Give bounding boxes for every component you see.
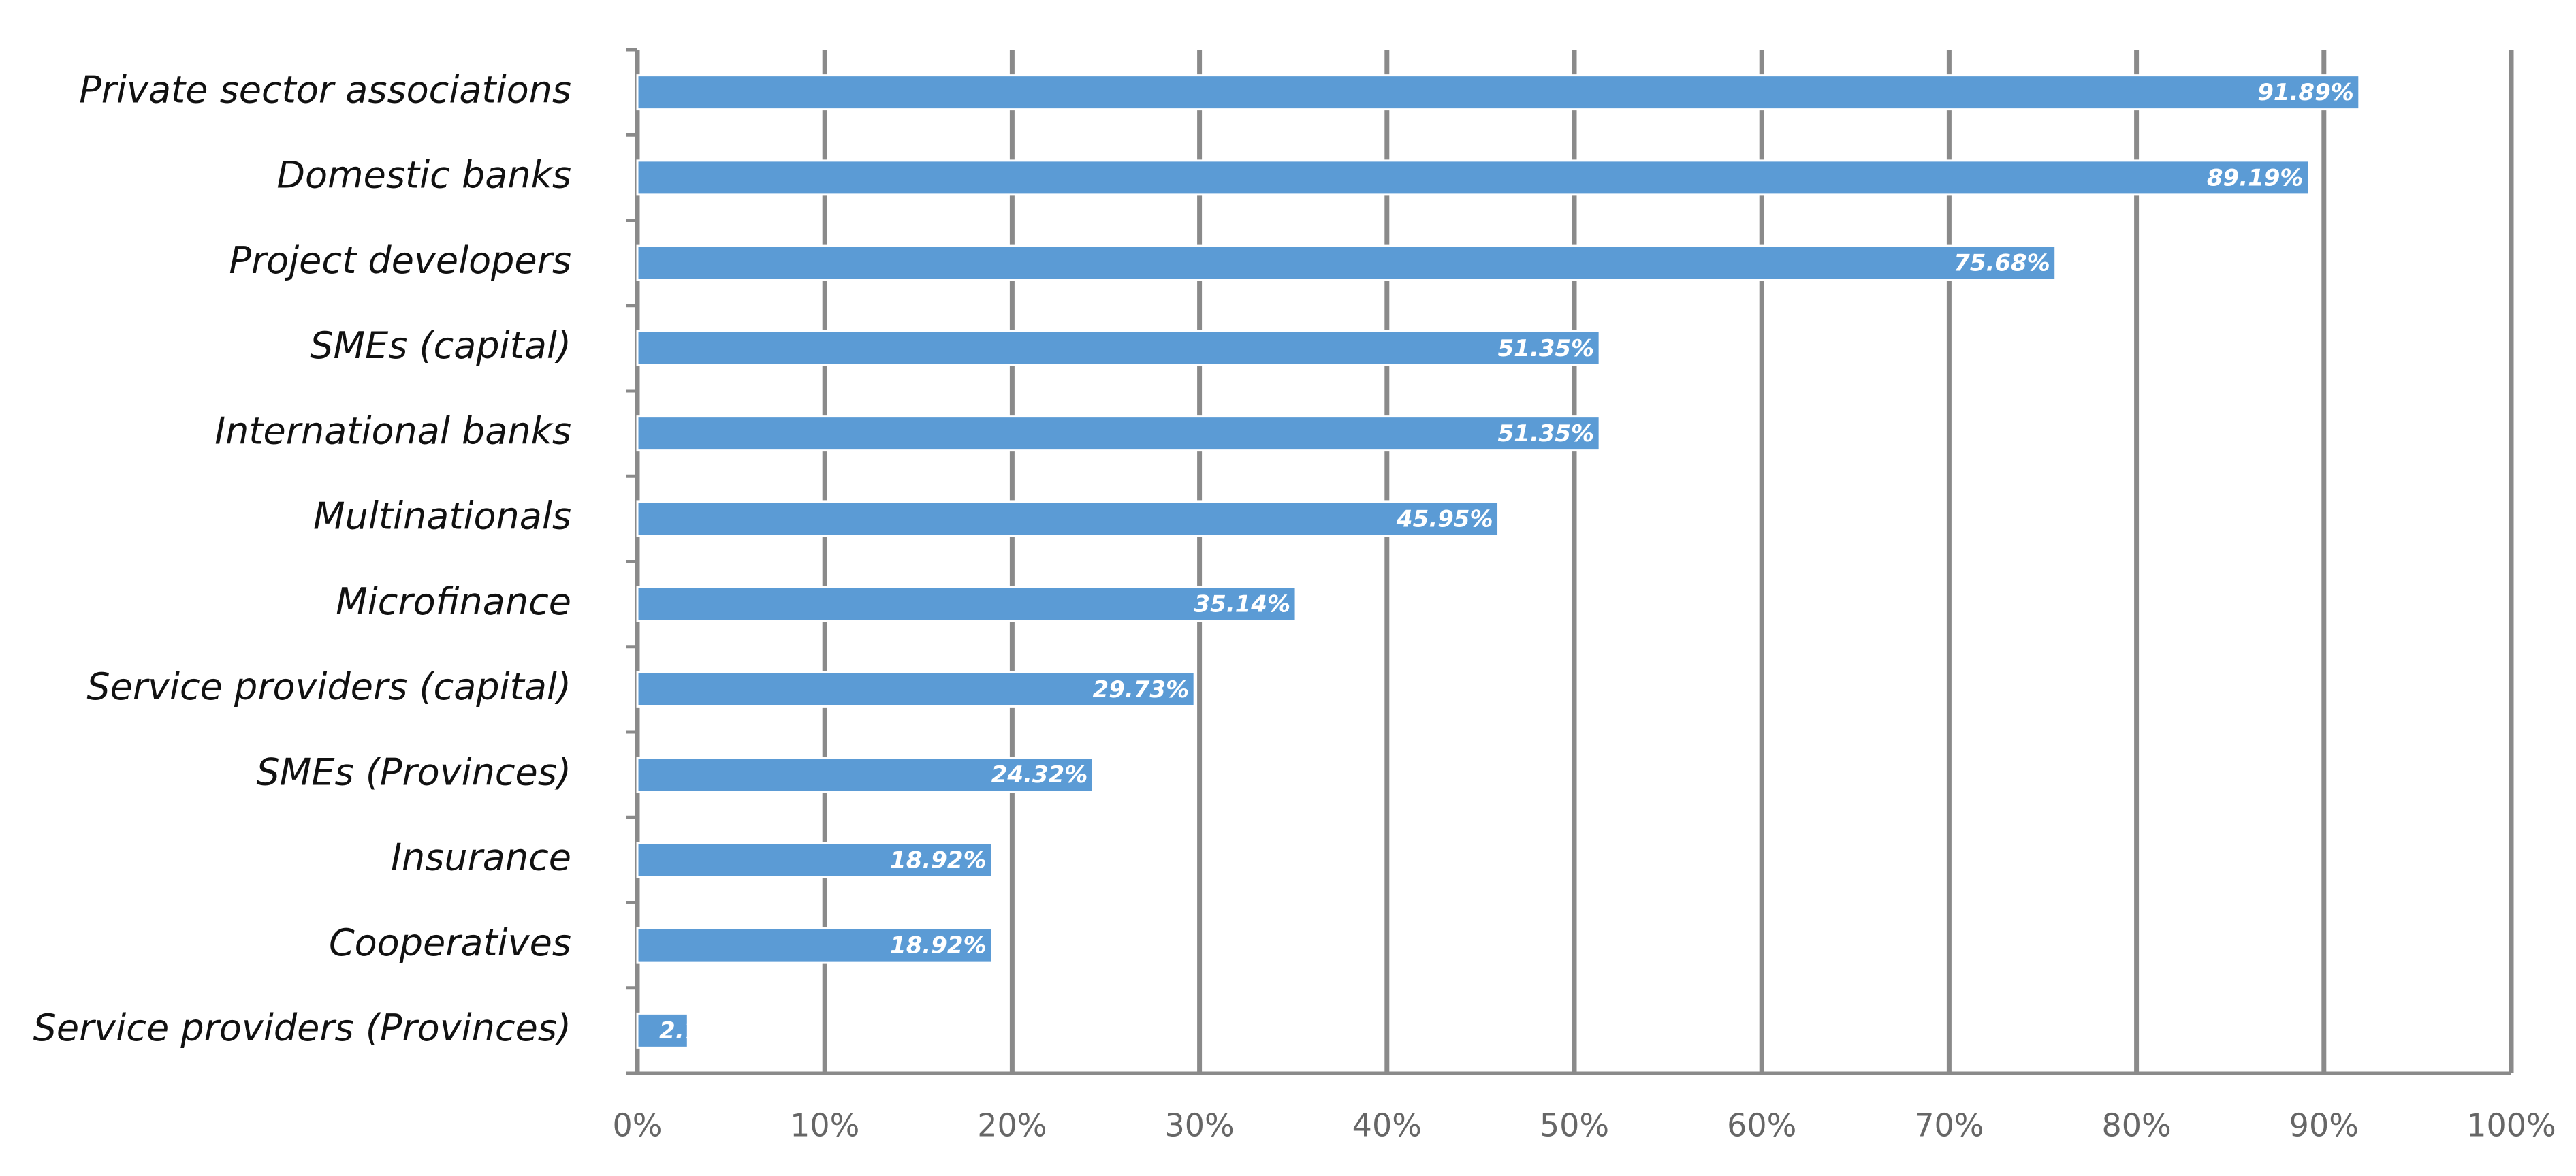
y-tick-label: Insurance: [391, 836, 571, 879]
y-tick-label: Cooperatives: [329, 921, 571, 964]
x-tick-label: 70%: [1914, 1107, 1984, 1144]
x-tick-label: 0%: [613, 1107, 663, 1144]
data-label: 45.95%: [1396, 505, 1493, 533]
data-label: 29.73%: [1093, 676, 1190, 703]
x-tick-label: 20%: [977, 1107, 1047, 1144]
bar: [636, 1012, 689, 1049]
x-tick-label: 100%: [2466, 1107, 2556, 1144]
x-tick-label: 50%: [1540, 1107, 1609, 1144]
y-tick-label: Multinationals: [313, 495, 571, 538]
bar: [636, 74, 2361, 111]
x-tick-label: 10%: [790, 1107, 859, 1144]
x-tick-label: 30%: [1164, 1107, 1234, 1144]
bar: [636, 244, 2057, 281]
y-tick-label: Project developers: [229, 239, 571, 282]
bar: [636, 586, 1297, 622]
x-tick-label: 90%: [2289, 1107, 2359, 1144]
x-tick-label: 60%: [1727, 1107, 1796, 1144]
bar: [636, 927, 993, 964]
bar: [636, 757, 1094, 793]
data-label: 75.68%: [1954, 250, 2050, 277]
data-label: 51.35%: [1498, 420, 1595, 447]
data-label: 24.32%: [991, 761, 1088, 789]
bar: [636, 330, 1601, 366]
y-tick-label: International banks: [214, 409, 571, 452]
data-label: 18.92%: [890, 846, 987, 874]
data-label: 89.19%: [2207, 164, 2304, 191]
data-label: 18.92%: [890, 932, 987, 959]
bar: [636, 159, 2310, 196]
y-tick-label: Domestic banks: [276, 154, 571, 197]
x-tick-label: 40%: [1352, 1107, 1422, 1144]
bar: [636, 671, 1196, 708]
data-label: 2.70%: [659, 1017, 740, 1045]
data-label: 35.14%: [1194, 591, 1290, 618]
y-tick-label: Microfinance: [336, 580, 571, 623]
y-tick-label: Service providers (Provinces): [33, 1006, 571, 1049]
y-tick-label: Service providers (capital): [86, 665, 571, 708]
y-tick-label: Private sector associations: [79, 68, 571, 111]
bar: [636, 842, 993, 878]
bar: [636, 415, 1601, 452]
data-label: 91.89%: [2257, 79, 2354, 106]
x-tick-label: 80%: [2101, 1107, 2171, 1144]
y-tick-label: SMEs (capital): [310, 324, 571, 367]
data-label: 51.35%: [1498, 335, 1595, 362]
bar: [636, 500, 1500, 537]
y-tick-label: SMEs (Provinces): [257, 750, 571, 793]
